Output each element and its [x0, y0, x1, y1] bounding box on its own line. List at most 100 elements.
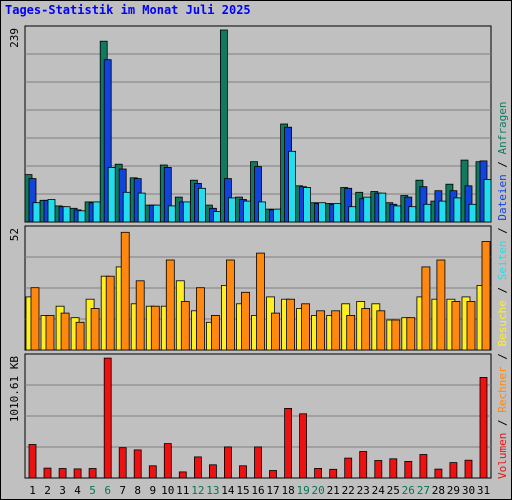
- bar-seiten-day-26: [408, 206, 417, 223]
- bar-volumen-day-16: [254, 446, 262, 479]
- bar-volumen-day-5: [88, 468, 97, 479]
- bar-rechner-day-19: [301, 303, 311, 351]
- bar-rechner-day-1: [30, 287, 40, 351]
- x-tick-label-day-21: 21: [327, 484, 340, 497]
- bar-seiten-day-20: [318, 202, 327, 223]
- x-tick-label-day-18: 18: [281, 484, 294, 497]
- bar-rechner-day-25: [391, 319, 401, 351]
- x-tick-label-day-28: 28: [432, 484, 445, 497]
- bar-rechner-day-8: [135, 280, 145, 351]
- bar-volumen-day-19: [299, 413, 308, 479]
- bar-volumen-day-2: [43, 467, 52, 479]
- bar-volumen-day-9: [148, 465, 157, 479]
- bar-seiten-day-22: [348, 206, 357, 223]
- x-tick-label-day-11: 11: [176, 484, 189, 497]
- bar-volumen-day-26: [404, 460, 413, 479]
- bar-volumen-day-24: [374, 460, 383, 479]
- bar-volumen-day-8: [133, 449, 142, 479]
- bar-rechner-day-4: [75, 321, 85, 351]
- bar-rechner-day-30: [466, 301, 476, 351]
- bar-seiten-day-4: [77, 210, 86, 223]
- bar-volumen-day-4: [73, 468, 82, 479]
- x-tick-label-day-19: 19: [296, 484, 309, 497]
- bar-rechner-day-7: [120, 231, 130, 351]
- bar-seiten-day-8: [137, 192, 146, 223]
- bar-volumen-day-13: [208, 464, 217, 479]
- x-tick-label-day-7: 7: [119, 484, 126, 497]
- legend-separator: /: [496, 347, 509, 367]
- legend-separator: /: [496, 280, 509, 300]
- bar-rechner-day-20: [316, 310, 326, 351]
- x-tick-label-day-13: 13: [206, 484, 219, 497]
- bar-rechner-day-13: [210, 314, 220, 351]
- bar-seiten-day-13: [212, 211, 221, 223]
- bar-volumen-day-18: [284, 407, 293, 479]
- legend-item-besuche: Besuche: [496, 300, 509, 346]
- x-tick-label-day-3: 3: [59, 484, 66, 497]
- x-tick-label-day-17: 17: [266, 484, 279, 497]
- bar-dateien-day-6: [103, 59, 112, 223]
- legend-separator: /: [496, 413, 509, 433]
- x-tick-label-day-29: 29: [447, 484, 460, 497]
- bar-rechner-day-27: [421, 266, 431, 351]
- bar-seiten-day-27: [423, 203, 432, 223]
- x-tick-label-day-1: 1: [29, 484, 36, 497]
- bar-rechner-day-9: [150, 305, 160, 351]
- x-tick-label-day-8: 8: [134, 484, 141, 497]
- bar-volumen-day-30: [464, 459, 473, 479]
- x-tick-label-day-23: 23: [357, 484, 370, 497]
- legend: Volumen / Rechner / Besuche / Seiten / D…: [496, 101, 509, 479]
- bar-volumen-day-29: [449, 462, 458, 479]
- bar-seiten-day-21: [333, 203, 342, 223]
- bar-rechner-day-15: [241, 291, 250, 351]
- bar-volumen-day-15: [239, 465, 247, 479]
- bar-rechner-day-17: [271, 312, 280, 351]
- bar-seiten-day-31: [483, 178, 492, 223]
- bar-seiten-day-18: [288, 150, 297, 223]
- x-tick-label-day-20: 20: [311, 484, 324, 497]
- legend-item-dateien: Dateien: [496, 174, 509, 220]
- bar-volumen-day-25: [389, 458, 398, 479]
- bar-volumen-day-17: [269, 470, 277, 479]
- bar-volumen-day-21: [329, 468, 338, 479]
- legend-separator: /: [496, 154, 509, 174]
- bar-volumen-day-10: [163, 443, 172, 479]
- x-tick-label-day-15: 15: [236, 484, 249, 497]
- bar-rechner-day-12: [195, 287, 205, 351]
- bar-rechner-day-23: [361, 308, 371, 351]
- x-tick-label-day-30: 30: [462, 484, 475, 497]
- bar-dateien-day-1: [28, 178, 37, 223]
- x-tick-label-day-6: 6: [104, 484, 111, 497]
- x-tick-label-day-9: 9: [149, 484, 156, 497]
- bar-dateien-day-10: [163, 166, 172, 223]
- bar-volumen-day-7: [118, 447, 127, 479]
- bar-rechner-day-10: [165, 259, 175, 351]
- bar-volumen-day-6: [103, 357, 112, 479]
- bar-seiten-day-12: [197, 187, 206, 223]
- legend-separator: /: [496, 221, 509, 241]
- bar-rechner-day-31: [481, 241, 491, 351]
- max-label-volume: 1010.61 KB: [8, 356, 21, 423]
- x-tick-label-day-24: 24: [372, 484, 386, 497]
- bar-seiten-day-30: [468, 203, 477, 223]
- bar-seiten-day-7: [122, 191, 131, 223]
- bar-volumen-day-20: [314, 467, 323, 479]
- legend-item-anfragen: Anfragen: [496, 101, 509, 154]
- x-tick-label-day-2: 2: [44, 484, 51, 497]
- bar-volumen-day-14: [223, 446, 232, 479]
- bar-volumen-day-28: [434, 468, 443, 479]
- bar-dateien-day-22: [344, 187, 353, 223]
- bar-seiten-day-29: [453, 197, 462, 223]
- bar-volumen-day-31: [479, 376, 488, 479]
- bar-seiten-day-17: [273, 208, 281, 223]
- bar-anfragen-day-14: [219, 29, 228, 223]
- bar-seiten-day-5: [92, 201, 101, 223]
- x-tick-label-day-10: 10: [161, 484, 174, 497]
- x-tick-label-day-25: 25: [387, 484, 400, 497]
- bar-rechner-day-29: [451, 301, 461, 351]
- bar-seiten-day-16: [258, 201, 266, 223]
- bar-seiten-day-6: [107, 166, 116, 223]
- bar-volumen-day-3: [58, 468, 67, 479]
